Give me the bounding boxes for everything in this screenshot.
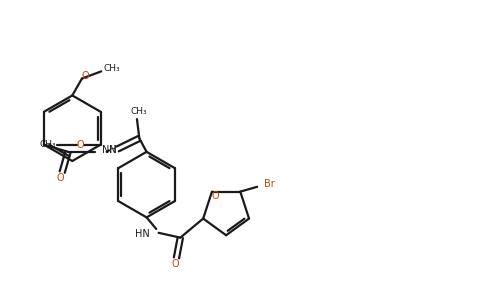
Text: N: N: [109, 145, 117, 155]
Text: O: O: [76, 140, 84, 150]
Text: CH₃: CH₃: [104, 64, 120, 73]
Text: O: O: [82, 71, 90, 81]
Text: O: O: [212, 191, 220, 201]
Text: O: O: [56, 173, 64, 183]
Text: O: O: [172, 259, 179, 269]
Text: Br: Br: [264, 179, 275, 189]
Text: CH₃: CH₃: [40, 140, 56, 149]
Text: NH: NH: [102, 145, 117, 155]
Text: HN: HN: [135, 229, 150, 239]
Text: CH₃: CH₃: [130, 107, 147, 116]
